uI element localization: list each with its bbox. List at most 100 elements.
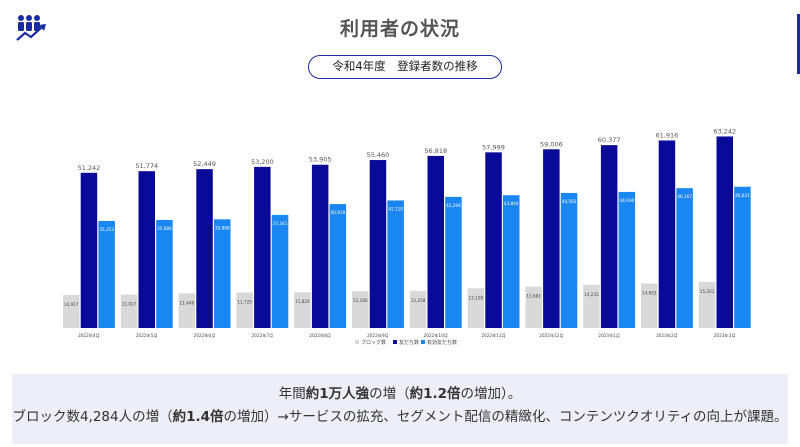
bar	[369, 160, 387, 328]
bar	[387, 200, 404, 328]
x-tick-label: 2022年12月	[539, 332, 563, 339]
data-label: 59,006	[540, 140, 563, 148]
data-label: 14,693	[642, 291, 657, 296]
data-label: 40,919	[331, 210, 346, 215]
data-label: 37,341	[273, 221, 288, 226]
bar	[254, 166, 271, 328]
bar	[311, 164, 329, 328]
data-label: 12,258	[411, 298, 426, 303]
data-label: 44,930	[620, 198, 635, 203]
data-label: 11,027	[122, 302, 137, 307]
data-label: 43,294	[446, 203, 461, 208]
x-tick-label: 2022年9月	[367, 332, 389, 339]
x-tick-label: 2022年10月	[424, 332, 448, 339]
bar	[236, 292, 253, 328]
bar	[641, 283, 658, 328]
bar	[352, 291, 369, 328]
summary-text: ブロック数4,284人の増（	[12, 409, 173, 425]
x-tick-label: 2022年11月	[481, 332, 505, 339]
bar	[63, 294, 80, 328]
bar	[734, 186, 751, 328]
summary-text: の増加）。	[460, 386, 522, 402]
chart-title: 令和4年度 登録者数の推移	[308, 55, 502, 79]
legend-label: 友だち数	[399, 339, 419, 346]
data-label: 57,999	[482, 143, 505, 151]
data-label: 43,844	[504, 201, 519, 206]
legend-swatch	[393, 340, 397, 344]
bar	[271, 214, 289, 328]
legend-swatch	[421, 340, 425, 344]
bar	[618, 191, 636, 328]
data-label: 15,201	[700, 289, 715, 294]
data-label: 44,592	[562, 199, 577, 204]
data-label: 53,200	[251, 158, 274, 166]
summary-line-1: 年間約1万人強の増（約1.2倍の増加）。	[12, 383, 788, 406]
x-tick-label: 2022年6月	[194, 332, 216, 339]
data-label: 56,818	[424, 147, 447, 155]
data-label: 13,109	[469, 295, 484, 300]
bar	[214, 219, 231, 328]
summary-text: の増加）→サービスの拡充、セグメント配信の精緻化、コンテンツクオリティの向上が課…	[223, 409, 788, 425]
data-label: 13,681	[526, 294, 541, 299]
summary-emphasis: 約1万人強	[305, 386, 370, 402]
data-label: 55,460	[367, 151, 390, 159]
legend-label: ブロック数	[361, 339, 386, 346]
bar	[98, 220, 115, 328]
bar	[329, 204, 347, 328]
bar	[600, 145, 618, 328]
summary-line-2: ブロック数4,284人の増（約1.4倍の増加）→サービスの拡充、セグメント配信の…	[12, 406, 788, 429]
bar	[120, 294, 138, 328]
summary-emphasis: 約1.4倍	[172, 409, 224, 425]
summary-text: 年間	[278, 386, 306, 402]
legend-label: 有効友だち数	[427, 339, 457, 346]
summary-emphasis: 約1.2倍	[409, 386, 461, 402]
data-label: 10,917	[64, 302, 79, 307]
data-label: 53,905	[309, 156, 332, 164]
bar	[503, 195, 520, 328]
summary-box: 年間約1万人強の増（約1.2倍の増加）。 ブロック数4,284人の増（約1.4倍…	[12, 374, 788, 444]
x-tick-label: 2022年8月	[309, 332, 331, 339]
x-tick-label: 2022年4月	[78, 332, 100, 339]
accent-bar	[797, 14, 800, 74]
x-tick-label: 2023年2月	[656, 332, 678, 339]
bar	[196, 169, 213, 328]
bar	[138, 171, 155, 328]
bar	[485, 152, 502, 328]
x-tick-label: 2023年3月	[714, 332, 736, 339]
bar	[716, 136, 733, 328]
data-label: 14,235	[584, 292, 599, 297]
data-label: 11,826	[295, 299, 310, 304]
data-label: 60,377	[598, 136, 621, 144]
x-tick-label: 2023年1月	[598, 332, 620, 339]
bar	[178, 293, 196, 328]
data-label: 11,725	[237, 299, 252, 304]
bar	[80, 172, 98, 328]
page-title: 利用者の状況	[339, 18, 460, 40]
bar	[525, 286, 542, 328]
bar	[583, 284, 600, 328]
data-label: 46,631	[735, 193, 750, 198]
x-tick-label: 2022年7月	[251, 332, 273, 339]
bar	[427, 155, 444, 328]
bar	[543, 149, 560, 328]
data-label: 61,916	[656, 131, 679, 139]
legend-swatch	[355, 340, 359, 344]
data-label: 52,449	[193, 160, 216, 168]
data-label: 51,774	[135, 162, 158, 170]
bar	[676, 188, 693, 328]
data-label: 46,167	[677, 194, 692, 199]
data-label: 35,686	[157, 226, 172, 231]
bar	[467, 288, 485, 328]
bar	[445, 196, 462, 328]
bar	[294, 292, 311, 328]
data-label: 35,353	[99, 227, 114, 232]
users-growth-logo-icon	[16, 15, 46, 41]
data-label: 11,446	[180, 300, 195, 305]
bar	[156, 219, 173, 328]
data-label: 63,242	[713, 127, 736, 135]
data-label: 51,242	[78, 164, 101, 172]
bar	[698, 281, 716, 328]
registration-bar-chart: 10,917 51,242 35,353 2022年4月 11,027 51,774 35,…	[63, 127, 751, 346]
x-tick-label: 2022年5月	[136, 332, 158, 339]
bar	[560, 192, 578, 328]
